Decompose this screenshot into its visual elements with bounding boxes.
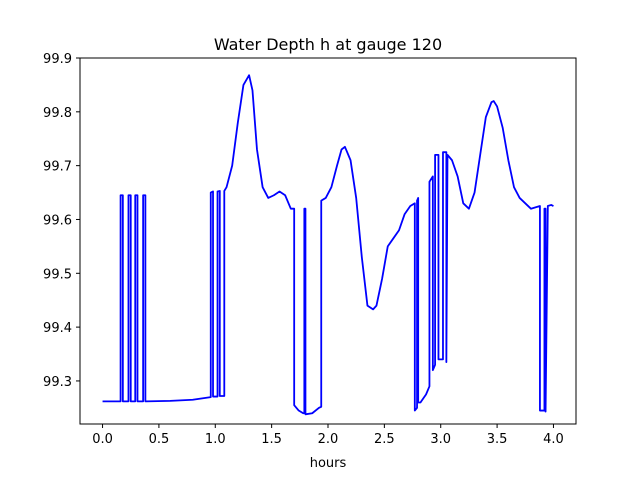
y-tick-label: 99.8 [43, 106, 72, 121]
x-tick-label: 4.0 [543, 432, 564, 447]
x-tick-label: 3.5 [487, 432, 508, 447]
y-tick-label: 99.9 [43, 52, 72, 67]
y-tick-label: 99.6 [43, 213, 72, 228]
y-axis: 99.3 99.4 99.5 99.6 99.7 99.8 99.9 [43, 52, 80, 390]
series-line-0 [102, 74, 554, 416]
y-tick-label: 99.4 [43, 321, 72, 336]
x-tick-label: 0.5 [149, 432, 170, 447]
chart-title: Water Depth h at gauge 120 [214, 35, 442, 54]
x-tick-label: 0.0 [92, 432, 113, 447]
y-tick-label: 99.3 [43, 375, 72, 390]
x-tick-label: 1.5 [261, 432, 282, 447]
y-tick-label: 99.5 [43, 267, 72, 282]
x-axis: 0.0 0.5 1.0 1.5 2.0 2.5 3.0 3.5 4.0 [92, 424, 564, 447]
axes-frame [79, 57, 577, 425]
x-tick-label: 1.0 [205, 432, 226, 447]
x-tick-label: 2.5 [374, 432, 395, 447]
y-tick-label: 99.7 [43, 160, 72, 175]
x-tick-label: 2.0 [318, 432, 339, 447]
x-axis-title: hours [310, 456, 347, 471]
x-tick-label: 3.0 [430, 432, 451, 447]
plot-area [102, 74, 554, 416]
